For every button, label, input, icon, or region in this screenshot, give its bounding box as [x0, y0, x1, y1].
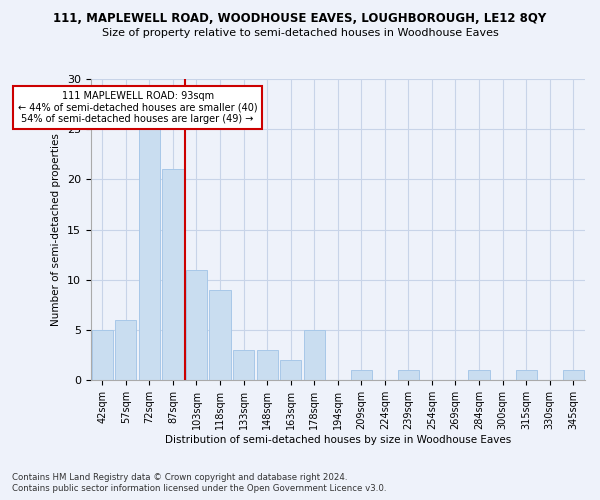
- Bar: [351, 370, 372, 380]
- Bar: [304, 330, 325, 380]
- Text: Contains public sector information licensed under the Open Government Licence v3: Contains public sector information licen…: [12, 484, 386, 493]
- X-axis label: Distribution of semi-detached houses by size in Woodhouse Eaves: Distribution of semi-detached houses by …: [164, 435, 511, 445]
- Bar: [233, 350, 254, 380]
- Bar: [515, 370, 537, 380]
- Bar: [186, 270, 207, 380]
- Bar: [563, 370, 584, 380]
- Bar: [469, 370, 490, 380]
- Bar: [257, 350, 278, 380]
- Bar: [92, 330, 113, 380]
- Bar: [163, 170, 184, 380]
- Bar: [280, 360, 301, 380]
- Bar: [115, 320, 136, 380]
- Bar: [209, 290, 230, 380]
- Text: Size of property relative to semi-detached houses in Woodhouse Eaves: Size of property relative to semi-detach…: [101, 28, 499, 38]
- Text: 111 MAPLEWELL ROAD: 93sqm
← 44% of semi-detached houses are smaller (40)
54% of : 111 MAPLEWELL ROAD: 93sqm ← 44% of semi-…: [18, 91, 257, 124]
- Text: Contains HM Land Registry data © Crown copyright and database right 2024.: Contains HM Land Registry data © Crown c…: [12, 473, 347, 482]
- Y-axis label: Number of semi-detached properties: Number of semi-detached properties: [51, 133, 61, 326]
- Bar: [139, 129, 160, 380]
- Text: 111, MAPLEWELL ROAD, WOODHOUSE EAVES, LOUGHBOROUGH, LE12 8QY: 111, MAPLEWELL ROAD, WOODHOUSE EAVES, LO…: [53, 12, 547, 26]
- Bar: [398, 370, 419, 380]
